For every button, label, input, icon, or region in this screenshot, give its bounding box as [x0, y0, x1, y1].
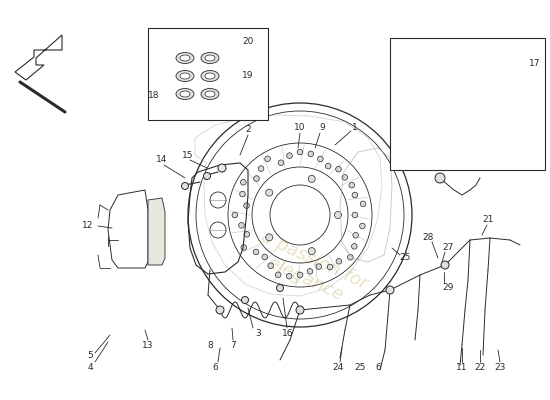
Circle shape [258, 166, 264, 171]
Text: 13: 13 [142, 340, 154, 350]
Ellipse shape [205, 91, 215, 97]
Circle shape [349, 182, 355, 188]
Circle shape [239, 222, 244, 228]
Text: 7: 7 [230, 340, 236, 350]
Text: 9: 9 [319, 124, 325, 132]
Circle shape [326, 163, 331, 169]
FancyBboxPatch shape [148, 28, 268, 120]
Text: 6: 6 [212, 364, 218, 372]
Text: 17: 17 [529, 58, 541, 68]
Circle shape [268, 263, 273, 268]
Circle shape [216, 306, 224, 314]
Circle shape [360, 223, 365, 229]
Text: 3: 3 [255, 328, 261, 338]
Text: 27: 27 [442, 244, 454, 252]
Text: 24: 24 [332, 364, 344, 372]
Circle shape [253, 249, 259, 255]
Text: 2: 2 [245, 126, 251, 134]
Circle shape [240, 180, 246, 185]
Ellipse shape [201, 70, 219, 82]
Circle shape [353, 232, 359, 238]
Circle shape [441, 261, 449, 269]
Circle shape [277, 284, 283, 292]
Circle shape [276, 272, 281, 278]
Circle shape [342, 175, 348, 180]
Text: 22: 22 [474, 364, 486, 372]
Circle shape [266, 189, 273, 196]
Circle shape [287, 274, 292, 279]
Text: 10: 10 [294, 124, 306, 132]
Text: 1: 1 [352, 124, 358, 132]
Circle shape [218, 164, 226, 172]
Circle shape [351, 244, 357, 249]
Ellipse shape [205, 73, 215, 79]
Circle shape [360, 201, 366, 207]
Circle shape [352, 212, 358, 218]
Polygon shape [148, 198, 165, 265]
Text: 28: 28 [422, 234, 434, 242]
Ellipse shape [176, 70, 194, 82]
Ellipse shape [180, 55, 190, 61]
Circle shape [241, 296, 249, 304]
Circle shape [386, 286, 394, 294]
Circle shape [278, 160, 284, 166]
Circle shape [352, 192, 358, 198]
Circle shape [297, 149, 303, 155]
Ellipse shape [180, 91, 190, 97]
Text: 8: 8 [207, 340, 213, 350]
Text: 4: 4 [87, 364, 93, 372]
Circle shape [254, 176, 259, 181]
Circle shape [241, 245, 246, 250]
Ellipse shape [180, 73, 190, 79]
Text: 20: 20 [242, 38, 254, 46]
Text: 6: 6 [375, 364, 381, 372]
Circle shape [334, 212, 342, 218]
Text: 29: 29 [442, 284, 454, 292]
Circle shape [244, 232, 250, 237]
Circle shape [266, 234, 273, 241]
Circle shape [308, 175, 315, 182]
Circle shape [336, 166, 342, 172]
Text: 5: 5 [87, 350, 93, 360]
Text: 16: 16 [282, 328, 294, 338]
Text: 15: 15 [182, 150, 194, 160]
Text: 21: 21 [482, 216, 494, 224]
FancyBboxPatch shape [390, 38, 545, 170]
Ellipse shape [201, 88, 219, 100]
Text: 12: 12 [82, 220, 94, 230]
Circle shape [232, 212, 238, 218]
Text: 18: 18 [148, 90, 160, 100]
Circle shape [308, 151, 314, 157]
Circle shape [327, 264, 333, 270]
Circle shape [307, 268, 313, 274]
Text: 19: 19 [242, 72, 254, 80]
Circle shape [297, 272, 303, 278]
Circle shape [316, 264, 322, 269]
Ellipse shape [176, 52, 194, 64]
Circle shape [287, 153, 293, 158]
Text: 14: 14 [156, 156, 168, 164]
Text: 25: 25 [354, 364, 366, 372]
Text: 25: 25 [399, 254, 411, 262]
Circle shape [262, 254, 268, 260]
Ellipse shape [201, 52, 219, 64]
Circle shape [435, 173, 445, 183]
Circle shape [308, 248, 315, 255]
Circle shape [265, 156, 271, 162]
Text: 11: 11 [456, 364, 468, 372]
Text: a passion for
elegance: a passion for elegance [249, 228, 371, 312]
Circle shape [336, 258, 342, 264]
Ellipse shape [176, 88, 194, 100]
Circle shape [240, 191, 245, 197]
Circle shape [182, 182, 189, 190]
Circle shape [244, 203, 249, 208]
Ellipse shape [205, 55, 215, 61]
Circle shape [348, 254, 353, 260]
Circle shape [296, 306, 304, 314]
Text: 23: 23 [494, 364, 505, 372]
Circle shape [317, 156, 323, 162]
Circle shape [204, 172, 211, 180]
